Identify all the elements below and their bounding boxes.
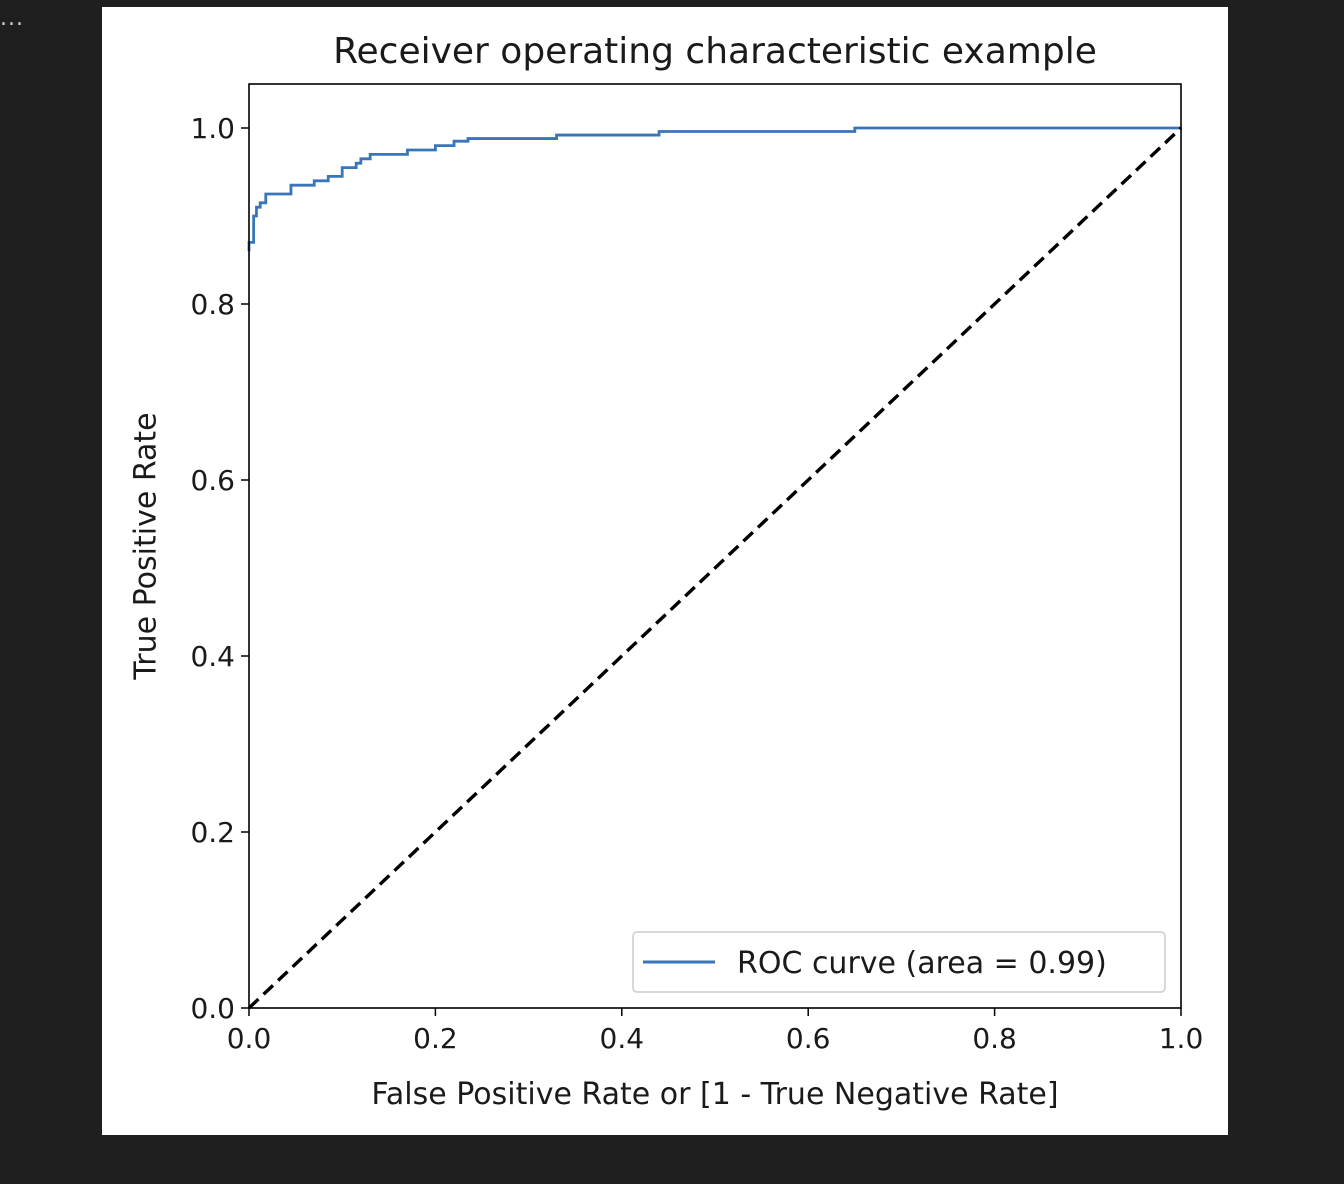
x-tick-label: 0.8 <box>972 1022 1017 1055</box>
y-tick-label: 0.8 <box>190 288 235 321</box>
x-ticks: 0.0 0.2 0.4 0.6 0.8 1.0 <box>227 1008 1204 1055</box>
y-ticks: 0.0 0.2 0.4 0.6 0.8 1.0 <box>190 112 249 1025</box>
chart-figure: 0.0 0.2 0.4 0.6 0.8 1.0 0.0 0.2 0.4 0.6 0.8 1.0 Re… <box>102 7 1228 1135</box>
legend-box <box>632 931 1166 993</box>
series-layer <box>247 126 1183 1010</box>
x-axis-label: False Positive Rate or [1 - True Negativ… <box>371 1077 1058 1112</box>
legend: ROC curve (area = 0.99) <box>632 931 1166 993</box>
y-tick-label: 0.0 <box>190 992 235 1025</box>
y-tick-label: 0.2 <box>190 816 235 849</box>
axes-frame <box>248 83 1182 1009</box>
x-tick-label: 0.0 <box>227 1022 272 1055</box>
y-tick-label: 0.6 <box>190 464 235 497</box>
x-tick-label: 0.2 <box>413 1022 458 1055</box>
y-axis-label: True Positive Rate <box>129 412 164 680</box>
y-tick-label: 1.0 <box>190 112 235 145</box>
roc-chart: 0.0 0.2 0.4 0.6 0.8 1.0 0.0 0.2 0.4 0.6 0.8 1.0 Re… <box>129 31 1204 1112</box>
chart-title: Receiver operating characteristic exampl… <box>333 31 1097 72</box>
chance-diagonal-line <box>247 126 1183 1010</box>
x-tick-label: 0.4 <box>600 1022 645 1055</box>
y-tick-label: 0.4 <box>190 640 235 673</box>
legend-label-roc: ROC curve (area = 0.99) <box>737 946 1107 981</box>
roc-curve-line <box>247 126 1181 252</box>
x-tick-label: 0.6 <box>786 1022 831 1055</box>
x-tick-label: 1.0 <box>1159 1022 1204 1055</box>
cell-output-indicator[interactable]: ... <box>0 6 24 31</box>
